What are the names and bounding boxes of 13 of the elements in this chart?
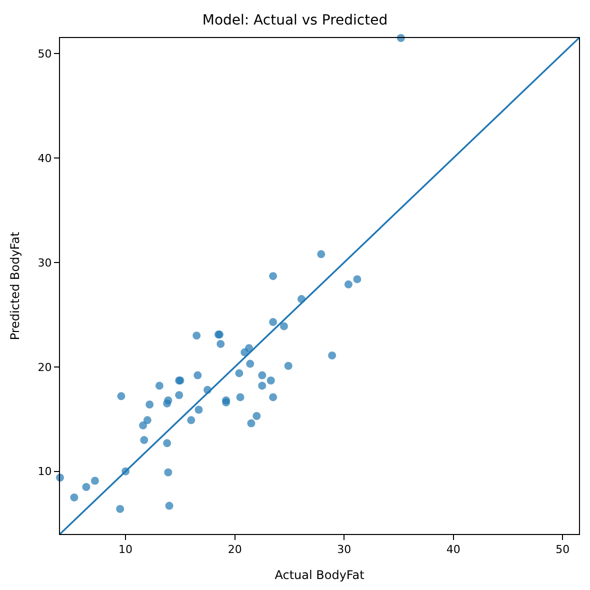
x-axis-title: Actual BodyFat <box>274 568 365 582</box>
x-tick-label: 10 <box>118 543 133 556</box>
chart-title: Model: Actual vs Predicted <box>202 12 388 29</box>
y-tick-label: 50 <box>38 48 52 61</box>
y-tick-label: 20 <box>38 360 52 374</box>
y-axis-title: Predicted BodyFat <box>8 232 22 340</box>
y-tick-label: 30 <box>38 256 52 270</box>
x-tick-label: 20 <box>228 543 242 556</box>
x-tick-label: 40 <box>446 543 460 556</box>
y-tick-label: 40 <box>38 152 52 165</box>
x-tick-label: 50 <box>556 543 570 556</box>
x-tick-label: 30 <box>337 543 352 556</box>
y-tick-label: 10 <box>38 465 52 478</box>
